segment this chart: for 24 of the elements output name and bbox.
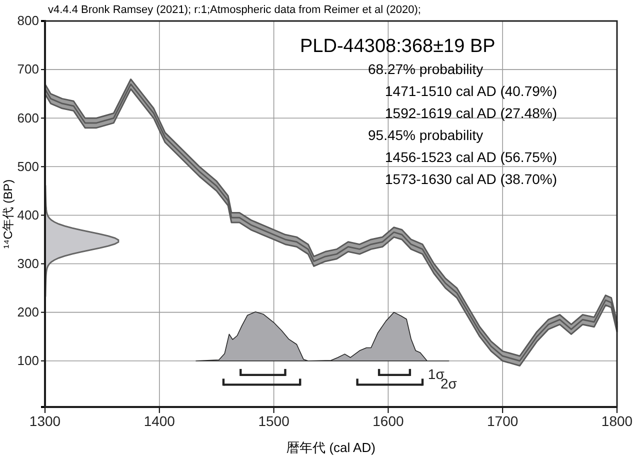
x-axis-title: 暦年代 (cal AD) (286, 440, 376, 455)
y-tick-label: 500 (17, 158, 39, 174)
y-tick-label: 700 (17, 62, 39, 77)
x-tick-label: 1300 (29, 412, 61, 429)
x-tick-label: 1600 (372, 412, 404, 429)
y-tick-label: 800 (17, 13, 39, 28)
x-tick-label: 1500 (258, 412, 290, 429)
annotation: 1471-1510 cal AD (40.79%) (385, 83, 557, 99)
y-tick-label: 600 (17, 110, 39, 126)
x-tick-label: 1800 (601, 412, 633, 429)
annotation: 95.45% probability (368, 127, 484, 143)
annotation: 68.27% probability (368, 61, 484, 77)
y-axis-title: ¹⁴C年代 (BP) (1, 179, 15, 249)
y-tick-label: 400 (17, 207, 39, 222)
y-tick-label: 200 (17, 304, 39, 320)
text: v4.4.4 Bronk Ramsey (2021); r:1;Atmospheric data from Reimer et al (2020); (48, 4, 421, 16)
x-tick-label: 1400 (144, 412, 176, 429)
annotation: 1592-1619 cal AD (27.48%) (385, 105, 557, 121)
y-tick-label: 300 (17, 256, 39, 271)
annotation: 1456-1523 cal AD (56.75%) (385, 149, 557, 165)
annotation: 1573-1630 cal AD (38.70%) (385, 171, 557, 187)
text: PLD-44308:368±19 BP (300, 36, 496, 57)
x-tick-label: 1700 (487, 412, 518, 429)
y-tick-label: 100 (17, 353, 39, 368)
